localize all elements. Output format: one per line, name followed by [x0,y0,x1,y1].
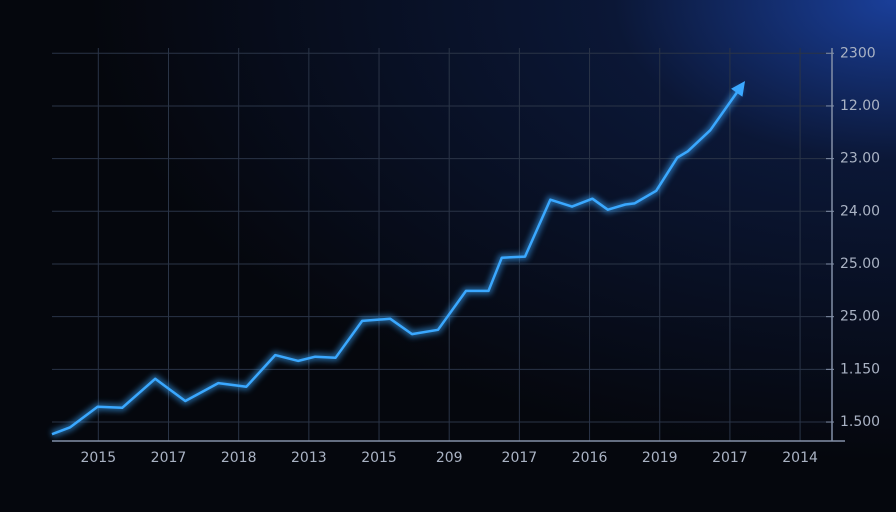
x-tick-label: 2013 [291,450,327,466]
y-tick-label: 12.00 [840,98,880,114]
y-tick-label: 23.00 [840,151,880,167]
x-tick-label: 2017 [502,450,538,466]
x-tick-label: 2017 [151,450,187,466]
y-tick-label: 2300 [840,45,876,61]
x-tick-label: 2015 [80,450,116,466]
line [51,86,742,436]
x-tick-label: 2017 [712,450,748,466]
x-tick-label: 2014 [782,450,818,466]
y-tick-label: 1.150 [840,361,880,377]
plot [50,80,746,438]
x-tick-label: 2019 [642,450,678,466]
y-tick-label: 24.00 [840,203,880,219]
x-tick-label: 2016 [572,450,608,466]
x-tick-label: 2018 [221,450,257,466]
x-tick-label: 209 [436,450,463,466]
grid [52,48,832,441]
y-tick-label: 1.500 [840,414,880,430]
y-tick-label: 25.00 [840,309,880,325]
y-tick-label: 25.00 [840,256,880,272]
arrow-head [731,80,746,97]
x-tick-label: 2015 [361,450,397,466]
